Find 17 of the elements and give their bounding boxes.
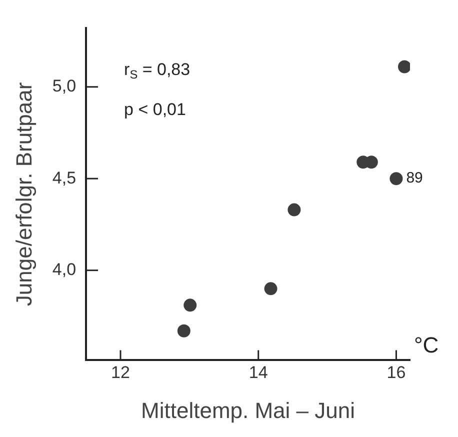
y-tick-label: 4,5 (52, 168, 76, 188)
y-tick-label: 4,0 (52, 260, 76, 280)
annotation: p < 0,01 (124, 100, 186, 119)
y-axis-title: Junge/erfolgr. Brutpaar (11, 82, 36, 306)
point (184, 298, 197, 312)
text: °C (414, 332, 439, 358)
y-tick-label: 5,0 (52, 76, 76, 96)
point (288, 203, 301, 216)
x-tick-label: 14 (248, 363, 268, 382)
annotation: 89 (406, 170, 423, 187)
x-axis-title: Mitteltemp. Mai – Juni (141, 398, 355, 423)
point (264, 282, 278, 296)
x-tick-label: 16 (386, 363, 406, 382)
point (398, 60, 410, 74)
x-tick-label: 12 (111, 363, 130, 382)
point (177, 324, 190, 338)
point (390, 172, 403, 186)
